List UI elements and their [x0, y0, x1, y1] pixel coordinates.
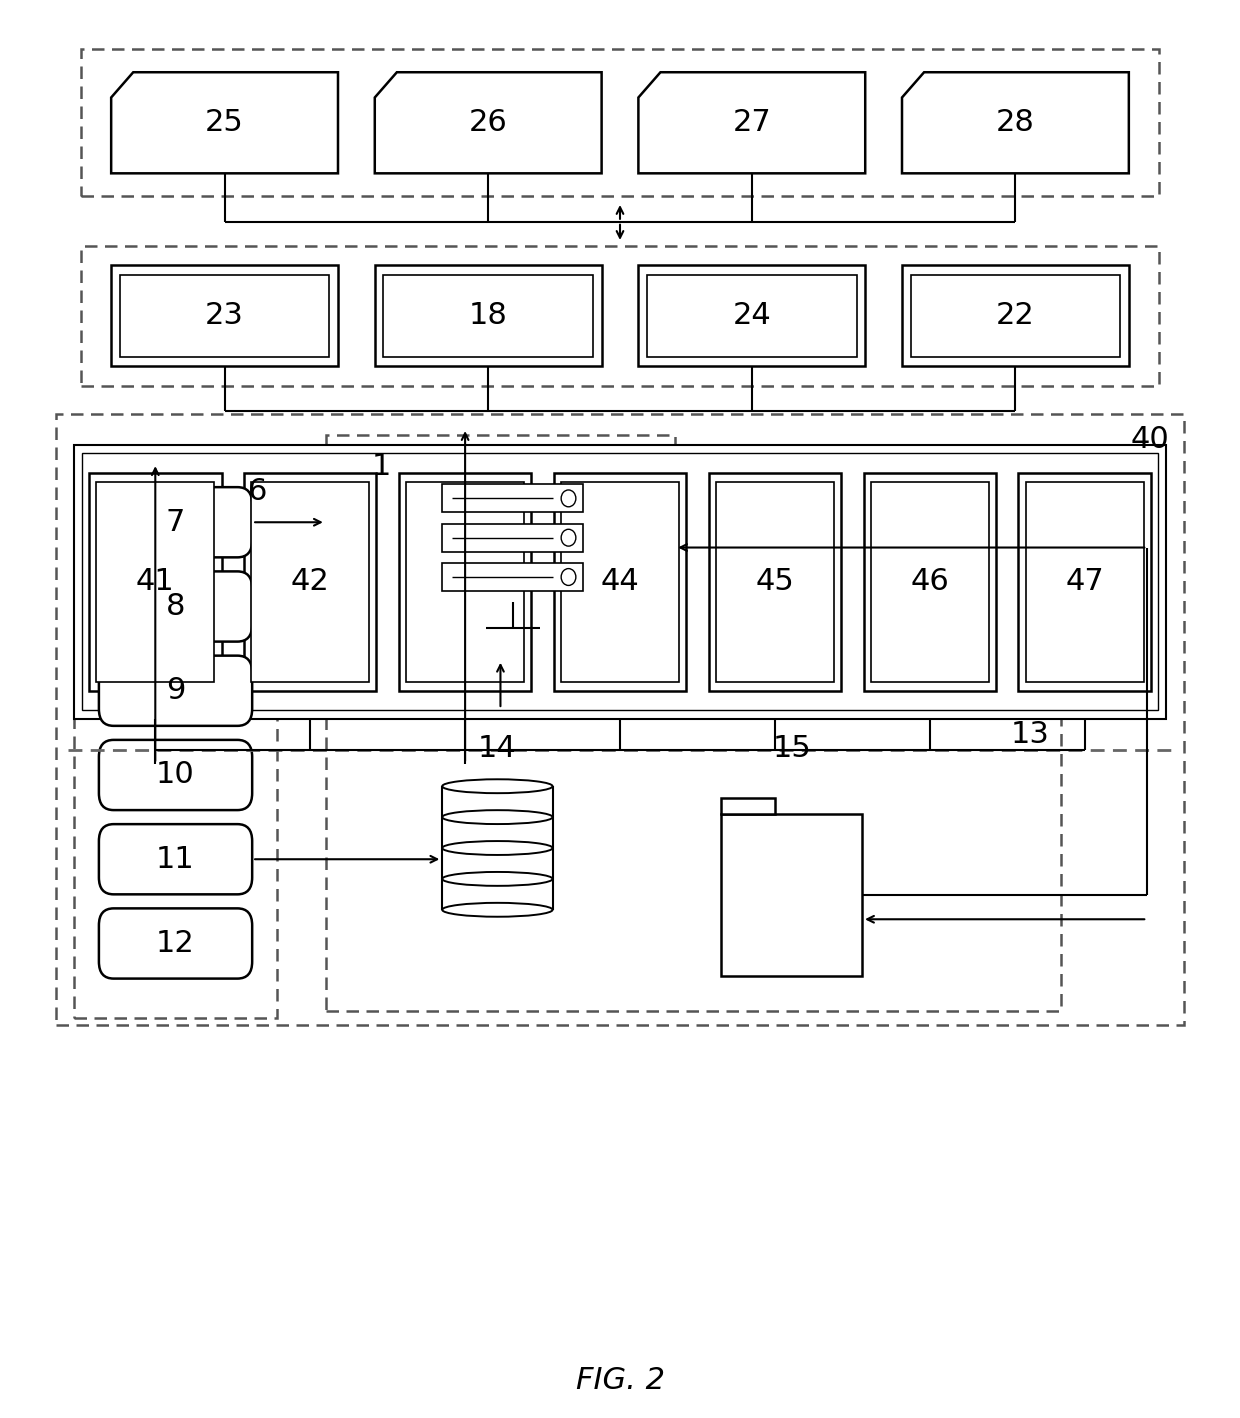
Ellipse shape [443, 872, 553, 886]
Text: 13: 13 [1011, 720, 1049, 749]
Bar [443, 485, 583, 512]
Bar [1018, 474, 1151, 691]
Bar [81, 50, 1159, 197]
Bar [863, 474, 996, 691]
Bar [562, 482, 678, 682]
Text: 8: 8 [166, 591, 185, 621]
Text: 46: 46 [910, 567, 949, 597]
FancyBboxPatch shape [99, 824, 252, 895]
Bar [244, 474, 377, 691]
Text: 7: 7 [166, 508, 185, 537]
FancyBboxPatch shape [99, 740, 252, 810]
Bar [399, 474, 531, 691]
Text: 47: 47 [1065, 567, 1104, 597]
Bar [443, 523, 583, 552]
Polygon shape [374, 72, 601, 173]
Bar [554, 474, 686, 691]
Bar [56, 414, 1184, 1025]
Bar [870, 482, 988, 682]
Ellipse shape [443, 810, 553, 824]
Text: 42: 42 [291, 567, 330, 597]
Text: 24: 24 [733, 302, 771, 330]
Bar [374, 265, 601, 366]
Bar [97, 482, 215, 682]
Ellipse shape [443, 780, 553, 793]
Bar [715, 482, 833, 682]
Text: 9: 9 [166, 676, 185, 705]
Bar [1025, 482, 1143, 682]
Bar [722, 798, 775, 814]
Bar [383, 275, 593, 356]
Bar [326, 709, 1061, 1011]
Text: 44: 44 [600, 567, 640, 597]
Bar [82, 454, 1158, 710]
Bar [252, 482, 370, 682]
Text: 10: 10 [156, 760, 195, 790]
Bar [112, 265, 339, 366]
Text: 41: 41 [136, 567, 175, 597]
Bar [89, 474, 222, 691]
FancyBboxPatch shape [99, 488, 252, 557]
Bar [443, 563, 583, 591]
Text: 6: 6 [248, 478, 267, 506]
Bar [901, 265, 1128, 366]
Text: 1: 1 [371, 452, 391, 481]
Text: FIG. 2: FIG. 2 [575, 1366, 665, 1395]
Text: 25: 25 [205, 108, 244, 138]
Text: 27: 27 [733, 108, 771, 138]
Text: 28: 28 [996, 108, 1035, 138]
Bar [709, 474, 841, 691]
Bar [910, 275, 1120, 356]
Text: 14: 14 [477, 735, 517, 763]
Text: 12: 12 [156, 929, 195, 959]
Text: 40: 40 [1131, 425, 1169, 454]
Bar [120, 275, 330, 356]
Text: 15: 15 [773, 735, 811, 763]
Text: 43: 43 [445, 567, 485, 597]
Polygon shape [112, 72, 339, 173]
Polygon shape [639, 72, 866, 173]
Text: 23: 23 [205, 302, 244, 330]
Bar [74, 471, 277, 1018]
FancyBboxPatch shape [99, 909, 252, 978]
Bar [326, 435, 675, 659]
Bar [407, 482, 525, 682]
Ellipse shape [443, 841, 553, 855]
Bar [81, 245, 1159, 386]
Text: 11: 11 [156, 845, 195, 873]
Polygon shape [901, 72, 1128, 173]
Bar [74, 445, 1166, 719]
Bar [722, 814, 862, 976]
Bar [647, 275, 857, 356]
Text: 26: 26 [469, 108, 507, 138]
Ellipse shape [443, 903, 553, 917]
Text: 18: 18 [469, 302, 507, 330]
FancyBboxPatch shape [99, 655, 252, 726]
Text: 22: 22 [996, 302, 1035, 330]
Text: 45: 45 [755, 567, 795, 597]
FancyBboxPatch shape [99, 571, 252, 641]
Bar [639, 265, 866, 366]
